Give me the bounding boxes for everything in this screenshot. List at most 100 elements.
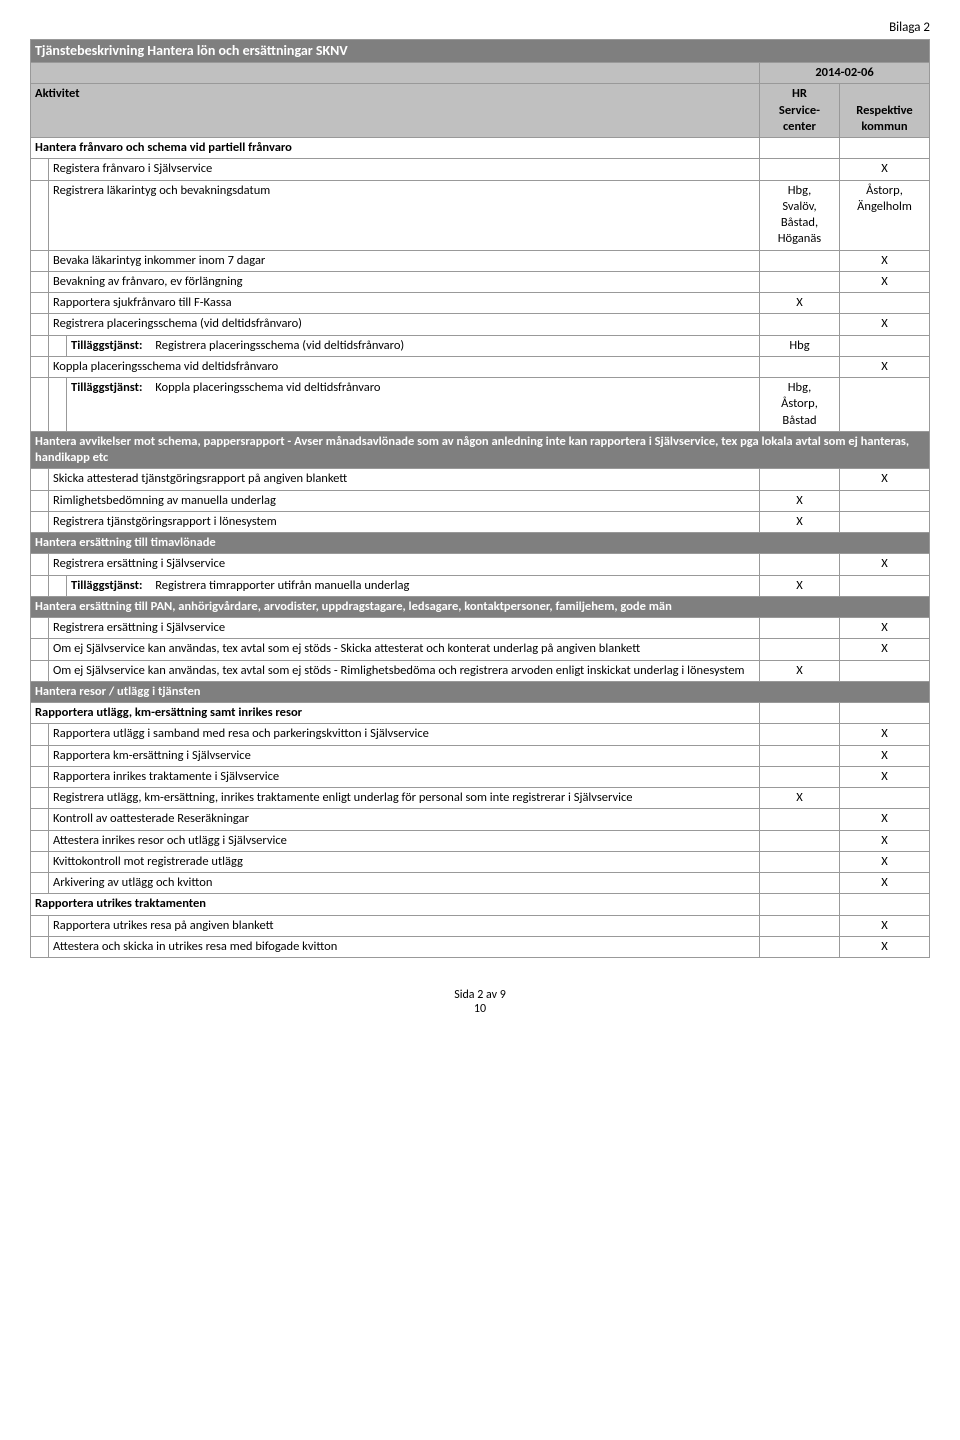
table-row: Hantera frånvaro och schema vid partiell… — [31, 138, 930, 159]
hr-cell: X — [759, 293, 839, 314]
table-row: Om ej Självservice kan användas, tex avt… — [31, 660, 930, 681]
indent-cell — [31, 660, 49, 681]
indent-cell — [31, 851, 49, 872]
table-row: Registrera utlägg, km-ersättning, inrike… — [31, 788, 930, 809]
table-row: Hantera resor / utlägg i tjänsten — [31, 681, 930, 702]
date-cell: 2014-02-06 — [759, 63, 929, 84]
indent-cell — [31, 378, 49, 432]
table-row: Hantera ersättning till PAN, anhörigvård… — [31, 596, 930, 617]
indent-cell — [31, 335, 49, 356]
table-row: Registrera ersättning i SjälvserviceX — [31, 554, 930, 575]
table-row: Registera frånvaro i Självservice X — [31, 159, 930, 180]
table-row: Hantera ersättning till timavlönade — [31, 533, 930, 554]
indent-cell — [31, 250, 49, 271]
subtitle-cell: Hantera frånvaro och schema vid partiell… — [31, 138, 760, 159]
rk-cell: X — [839, 314, 929, 335]
rk-cell — [839, 894, 929, 915]
section-cell: Hantera resor / utlägg i tjänsten — [31, 681, 930, 702]
rk-cell: X — [839, 554, 929, 575]
indent-cell — [31, 554, 49, 575]
activity-cell: Bevaka läkarintyg inkommer inom 7 dagar — [49, 250, 760, 271]
activity-cell: Rapportera km-ersättning i Självservice — [49, 745, 760, 766]
table-row: Registrera placeringsschema (vid deltids… — [31, 314, 930, 335]
hr-cell — [759, 554, 839, 575]
rk-cell: X — [839, 271, 929, 292]
page-footer: Sida 2 av 9 10 — [30, 988, 930, 1016]
rk-cell: X — [839, 809, 929, 830]
activity-cell: Registera frånvaro i Självservice — [49, 159, 760, 180]
activity-cell: Attestera inrikes resor och utlägg i Sjä… — [49, 830, 760, 851]
table-row: Bevakning av frånvaro, ev förlängningX — [31, 271, 930, 292]
activity-cell: Registrera läkarintyg och bevakningsdatu… — [49, 180, 760, 250]
rk-cell: X — [839, 356, 929, 377]
table-row: Tilläggstjänst: Registrera timrapporter … — [31, 575, 930, 596]
activity-cell: Attestera och skicka in utrikes resa med… — [49, 936, 760, 957]
activity-cell: Rimlighetsbedömning av manuella underlag — [49, 490, 760, 511]
section-cell: Hantera ersättning till timavlönade — [31, 533, 930, 554]
hr-cell: X — [759, 575, 839, 596]
hr-cell — [759, 851, 839, 872]
tillaggs-label: Tilläggstjänst: — [71, 578, 142, 593]
hr-cell — [759, 356, 839, 377]
rk-cell — [839, 378, 929, 432]
hr-cell: X — [759, 660, 839, 681]
table-row: Rapportera sjukfrånvaro till F-KassaX — [31, 293, 930, 314]
subtitle-cell: Rapportera utlägg, km-ersättning samt in… — [31, 703, 760, 724]
activity-cell: Rapportera utrikes resa på angiven blank… — [49, 915, 760, 936]
rk-cell: X — [839, 724, 929, 745]
activity-cell: Tilläggstjänst: Registrera timrapporter … — [67, 575, 760, 596]
table-row: Skicka attesterad tjänstgöringsrapport p… — [31, 469, 930, 490]
rk-cell: X — [839, 915, 929, 936]
table-row: Kontroll av oattesterade ReseräkningarX — [31, 809, 930, 830]
attachment-label: Bilaga 2 — [30, 20, 930, 35]
indent-cell — [31, 873, 49, 894]
indent-cell — [31, 356, 49, 377]
hr-cell — [759, 830, 839, 851]
rk-cell — [839, 788, 929, 809]
indent-cell — [31, 830, 49, 851]
activity-cell: Rapportera sjukfrånvaro till F-Kassa — [49, 293, 760, 314]
indent-cell — [31, 511, 49, 532]
activity-cell: Registrera placeringsschema (vid deltids… — [49, 314, 760, 335]
activity-cell: Registrera utlägg, km-ersättning, inrike… — [49, 788, 760, 809]
activity-cell: Registrera tjänstgöringsrapport i lönesy… — [49, 511, 760, 532]
table-row: Rapportera utrikes traktamenten — [31, 894, 930, 915]
indent-cell — [31, 314, 49, 335]
activity-cell: Om ej Självservice kan användas, tex avt… — [49, 660, 760, 681]
rk-cell — [839, 335, 929, 356]
indent-cell — [31, 271, 49, 292]
activity-cell: Skicka attesterad tjänstgöringsrapport p… — [49, 469, 760, 490]
indent-cell — [31, 809, 49, 830]
indent-cell — [49, 575, 67, 596]
table-row: Bevaka läkarintyg inkommer inom 7 dagarX — [31, 250, 930, 271]
table-row: Om ej Självservice kan användas, tex avt… — [31, 639, 930, 660]
table-row: Hantera avvikelser mot schema, pappersra… — [31, 431, 930, 469]
indent-cell — [31, 469, 49, 490]
col-rk: Respektive kommun — [839, 84, 929, 138]
indent-cell — [49, 378, 67, 432]
header-row-cols: Aktivitet HR Service- center Respektive … — [31, 84, 930, 138]
table-row: Rimlighetsbedömning av manuella underlag… — [31, 490, 930, 511]
activity-cell: Koppla placeringsschema vid deltidsfrånv… — [49, 356, 760, 377]
indent-cell — [31, 293, 49, 314]
table-row: Koppla placeringsschema vid deltidsfrånv… — [31, 356, 930, 377]
page-title: Tjänstebeskrivning Hantera lön och ersät… — [31, 40, 930, 63]
hr-cell — [759, 469, 839, 490]
hr-cell: X — [759, 788, 839, 809]
indent-cell — [31, 745, 49, 766]
hr-cell — [759, 809, 839, 830]
activity-cell: Arkivering av utlägg och kvitton — [49, 873, 760, 894]
indent-cell — [31, 724, 49, 745]
hr-cell: X — [759, 490, 839, 511]
table-row: Registrera ersättning i SjälvserviceX — [31, 618, 930, 639]
hr-cell — [759, 936, 839, 957]
hr-cell — [759, 894, 839, 915]
rk-cell: X — [839, 159, 929, 180]
hr-cell — [759, 314, 839, 335]
col-activity: Aktivitet — [31, 84, 760, 138]
tillaggs-label: Tilläggstjänst: — [71, 380, 142, 395]
table-row: Rapportera utrikes resa på angiven blank… — [31, 915, 930, 936]
table-row: Attestera och skicka in utrikes resa med… — [31, 936, 930, 957]
hr-cell — [759, 766, 839, 787]
rk-cell: X — [839, 851, 929, 872]
